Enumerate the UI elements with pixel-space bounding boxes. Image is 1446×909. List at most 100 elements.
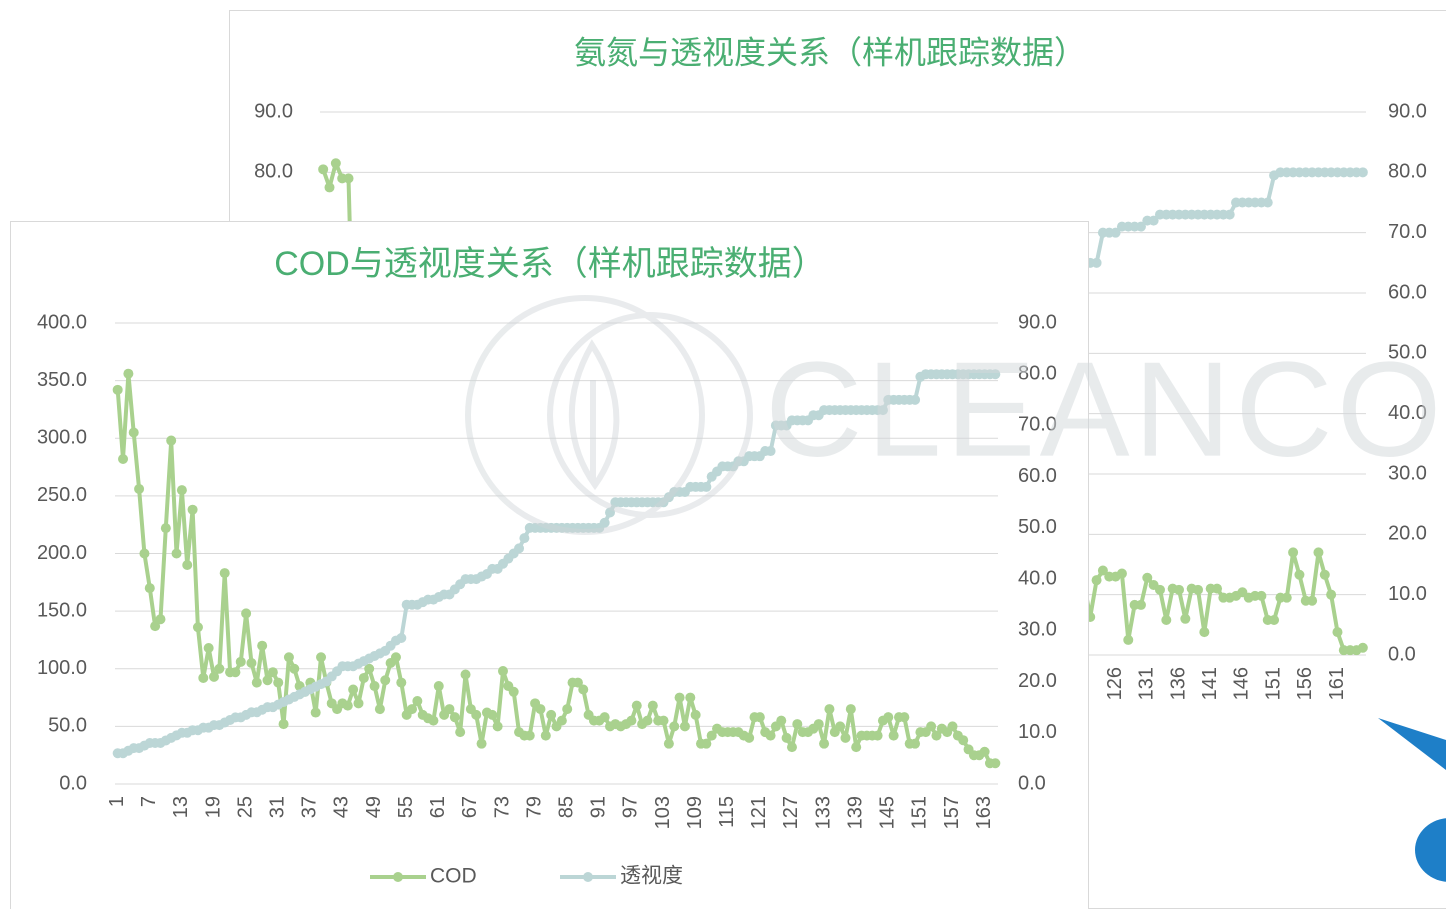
data-point: [541, 731, 551, 741]
y-tick-label: 200.0: [37, 542, 87, 564]
x-tick-label: 145: [877, 796, 899, 829]
x-tick-label: 85: [555, 796, 577, 818]
data-point: [546, 710, 556, 720]
x-tick-label: 157: [941, 796, 963, 829]
data-point: [1256, 591, 1266, 601]
data-point: [1161, 615, 1171, 625]
data-point: [455, 727, 465, 737]
data-point: [344, 173, 354, 183]
data-point: [899, 712, 909, 722]
y2-tick-label: 0.0: [1388, 643, 1416, 665]
y-tick-label: 0.0: [59, 772, 87, 794]
data-point: [1136, 600, 1146, 610]
data-point: [824, 704, 834, 714]
data-point: [685, 693, 695, 703]
data-point: [1180, 614, 1190, 624]
data-point: [1294, 570, 1304, 580]
y2-tick-label: 20.0: [1018, 670, 1057, 692]
data-point: [450, 712, 460, 722]
y2-tick-label: 10.0: [1388, 583, 1427, 605]
y2-tick-label: 50.0: [1018, 516, 1057, 538]
x-tick-label: 79: [523, 796, 545, 818]
data-point: [252, 678, 262, 688]
data-point: [182, 560, 192, 570]
data-point: [948, 721, 958, 731]
x-tick-label: 61: [427, 796, 449, 818]
data-point: [578, 684, 588, 694]
data-point: [883, 712, 893, 722]
data-point: [889, 731, 899, 741]
data-point: [1123, 635, 1133, 645]
x-tick-label: 19: [202, 796, 224, 818]
x-tick-label: 133: [812, 796, 834, 829]
y-tick-label: 250.0: [37, 484, 87, 506]
y2-tick-label: 70.0: [1388, 221, 1427, 243]
data-point: [846, 704, 856, 714]
data-point: [331, 158, 341, 168]
data-point: [776, 716, 786, 726]
y2-tick-label: 90.0: [1018, 311, 1057, 333]
data-point: [1212, 584, 1222, 594]
data-point: [1358, 167, 1368, 177]
y2-tick-label: 30.0: [1018, 619, 1057, 641]
data-point: [434, 681, 444, 691]
data-point: [766, 446, 776, 456]
data-point: [562, 704, 572, 714]
data-point: [193, 622, 203, 632]
data-point: [188, 505, 198, 515]
data-point: [279, 719, 289, 729]
data-point: [600, 712, 610, 722]
data-point: [840, 733, 850, 743]
data-point: [1199, 627, 1209, 637]
y2-tick-label: 70.0: [1018, 414, 1057, 436]
y2-tick-label: 20.0: [1388, 523, 1427, 545]
x-tick-label: 1: [106, 796, 128, 807]
data-point: [214, 664, 224, 674]
y-tick-label: 150.0: [37, 599, 87, 621]
y2-tick-label: 10.0: [1018, 721, 1057, 743]
data-point: [958, 735, 968, 745]
y-tick-label: 350.0: [37, 369, 87, 391]
x-tick-label: 156: [1294, 667, 1316, 700]
x-tick-label: 109: [684, 796, 706, 829]
y2-tick-label: 60.0: [1388, 281, 1427, 303]
y-tick-label: 90.0: [254, 100, 293, 122]
data-point: [325, 182, 335, 192]
data-point: [412, 696, 422, 706]
data-point: [129, 427, 139, 437]
data-point: [348, 684, 358, 694]
x-tick-label: 67: [459, 796, 481, 818]
data-point: [230, 667, 240, 677]
data-point: [461, 670, 471, 680]
y2-tick-label: 80.0: [1388, 161, 1427, 183]
data-point: [1092, 258, 1102, 268]
data-point: [118, 454, 128, 464]
data-point: [161, 523, 171, 533]
data-point: [691, 710, 701, 720]
page: {"watermark":"CLEANCON", "chart_data":[ …: [0, 0, 1446, 909]
data-point: [525, 731, 535, 741]
x-tick-label: 103: [652, 796, 674, 829]
data-point: [814, 719, 824, 729]
y2-tick-label: 40.0: [1018, 567, 1057, 589]
data-point: [664, 739, 674, 749]
x-tick-label: 115: [716, 796, 738, 828]
data-point: [318, 164, 328, 174]
data-point: [145, 583, 155, 593]
y-tick-label: 80.0: [254, 161, 293, 183]
y2-tick-label: 80.0: [1018, 363, 1057, 385]
x-tick-label: 73: [491, 796, 513, 818]
data-point: [359, 673, 369, 683]
data-point: [514, 543, 524, 553]
data-point: [766, 731, 776, 741]
data-point: [1225, 210, 1235, 220]
x-tick-label: 126: [1104, 667, 1126, 700]
x-tick-label: 151: [909, 796, 931, 829]
x-tick-label: 25: [234, 796, 256, 818]
data-point: [648, 701, 658, 711]
data-point: [1282, 593, 1292, 603]
legend-label: COD: [430, 865, 477, 888]
x-tick-label: 97: [620, 796, 642, 818]
data-point: [220, 568, 230, 578]
data-point: [519, 533, 529, 543]
